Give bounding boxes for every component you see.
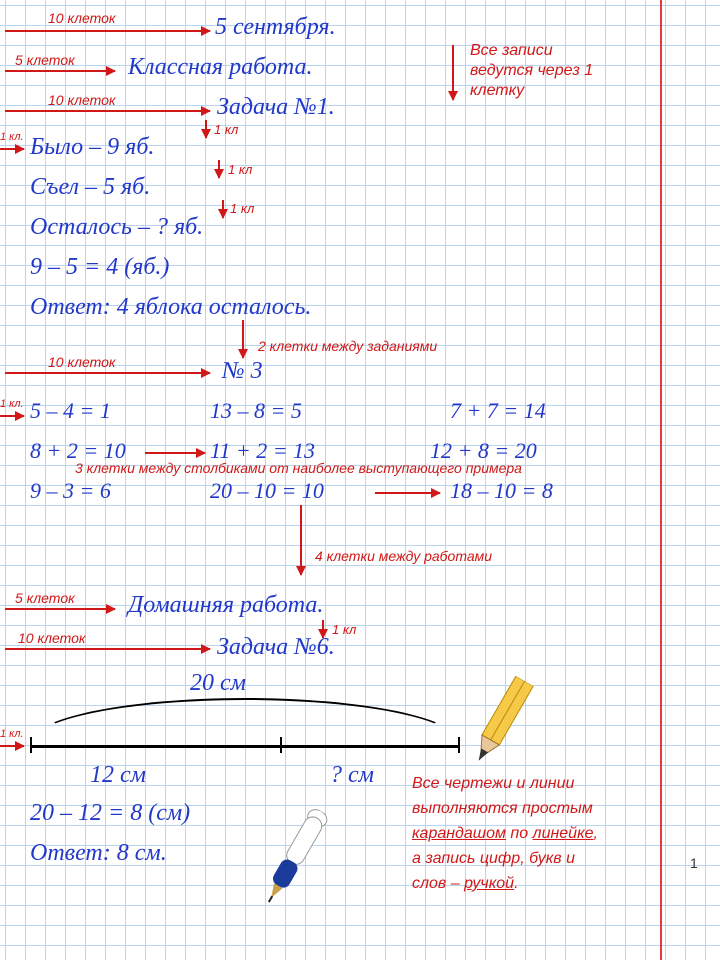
text-task6: Задача №6. (217, 634, 335, 661)
note-10-cells-4: 10 клеток (18, 630, 86, 646)
note-5-cells-2: 5 клеток (15, 590, 75, 606)
text-task1: Задача №1. (217, 94, 335, 121)
eq-r1c3: 7 + 7 = 14 (450, 398, 546, 424)
text-sjel: Съел – 5 яб. (30, 174, 150, 201)
note-2cells: 2 клетки между заданиями (258, 338, 437, 354)
segment-tick-right (458, 737, 460, 753)
note-10-cells-3: 10 клеток (48, 354, 116, 370)
text-12cm: 12 см (90, 762, 146, 789)
eq-r3c2: 20 – 10 = 10 (210, 478, 324, 504)
arrow-side-down (452, 45, 454, 100)
text-calc1: 9 – 5 = 4 (яб.) (30, 254, 169, 281)
arrow-2cells-v (242, 320, 244, 358)
note-4cells: 4 клетки между работами (315, 548, 492, 564)
text-qcm: ? см (330, 762, 374, 789)
note-3cells: 3 клетки между столбиками от наиболее вы… (75, 460, 522, 476)
bottom-note-4: а запись цифр, букв и (412, 850, 575, 868)
side-note-1: Все записи (470, 42, 553, 60)
bottom-note-5: слов – ручкой. (412, 875, 519, 893)
bottom-note-5b: ручкой (464, 875, 514, 892)
bottom-note-3: карандашом по линейке, (412, 825, 598, 843)
text-bylo: Было – 9 яб. (30, 134, 154, 161)
note-1kl-left-1: 1 кл. (0, 131, 24, 143)
arrow-1kl-v3 (222, 200, 224, 218)
note-10-cells-2: 10 клеток (48, 92, 116, 108)
bottom-note-3d: , (594, 825, 598, 842)
text-n3: № 3 (222, 358, 263, 385)
arrow-1kl-left-1 (0, 148, 24, 150)
arrow-row2-1 (145, 452, 205, 454)
text-answer1: Ответ: 4 яблока осталось. (30, 294, 311, 321)
margin-line (660, 0, 662, 960)
arrow-row3-2 (375, 492, 440, 494)
segment-tick-mid (280, 737, 282, 753)
text-calc2: 20 – 12 = 8 (см) (30, 800, 190, 827)
eq-r3c3: 18 – 10 = 8 (450, 478, 553, 504)
note-1kl-left-3: 1 кл. (0, 728, 24, 740)
note-5-cells-1: 5 клеток (15, 52, 75, 68)
note-1kl-v1: 1 кл (214, 122, 238, 137)
text-20cm: 20 см (190, 670, 246, 697)
eq-r3c1: 9 – 3 = 6 (30, 478, 111, 504)
page-number: 1 (690, 855, 698, 871)
arrow-10-cells-task1 (5, 110, 210, 112)
bottom-note-2: выполняются простым (412, 800, 593, 818)
segment-line (30, 745, 460, 748)
bottom-note-5c: . (514, 875, 518, 892)
side-note-3: клетку (470, 82, 524, 100)
arrow-10-cells-n3 (5, 372, 210, 374)
segment-tick-left (30, 737, 32, 753)
text-answer2: Ответ: 8 см. (30, 840, 167, 867)
arrow-1kl-left-2 (0, 415, 24, 417)
bottom-note-5a: слов – (412, 875, 464, 892)
arrow-10-cells-date (5, 30, 210, 32)
arrow-1kl-v2 (218, 160, 220, 178)
note-1kl-v2: 1 кл (228, 162, 252, 177)
bottom-note-3c: линейке (533, 825, 594, 842)
arrow-5-cells-classwork (5, 70, 115, 72)
arrow-10-cells-task6 (5, 648, 210, 650)
bottom-note-1: Все чертежи и линии (412, 775, 574, 793)
note-1kl-v4: 1 кл (332, 622, 356, 637)
arrow-5-cells-homework (5, 608, 115, 610)
bottom-note-3b: по (506, 825, 533, 842)
text-date: 5 сентября. (215, 14, 336, 41)
note-1kl-left-2: 1 кл. (0, 398, 24, 410)
note-10-cells-1: 10 клеток (48, 10, 116, 26)
arrow-4cells-v (300, 505, 302, 575)
arrow-1kl-left-3 (0, 745, 24, 747)
eq-r1c2: 13 – 8 = 5 (210, 398, 302, 424)
side-note-2: ведутся через 1 (470, 62, 593, 80)
text-ostalos: Осталось – ? яб. (30, 214, 203, 241)
bottom-note-3a: карандашом (412, 825, 506, 842)
arrow-1kl-v1 (205, 120, 207, 138)
eq-r1c1: 5 – 4 = 1 (30, 398, 111, 424)
note-1kl-v3: 1 кл (230, 201, 254, 216)
text-homework: Домашняя работа. (128, 592, 323, 619)
text-classwork: Классная работа. (128, 54, 312, 81)
